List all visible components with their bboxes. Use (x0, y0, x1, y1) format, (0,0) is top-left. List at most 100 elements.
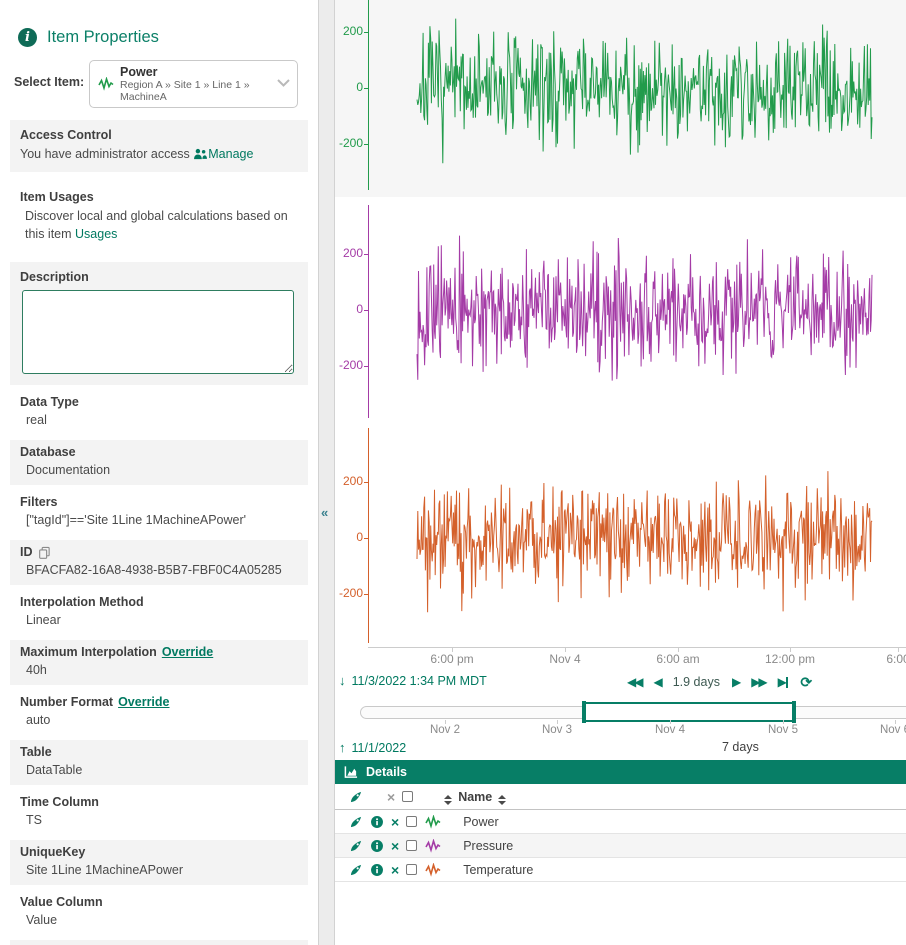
step-back-button[interactable]: ◀ (653, 675, 662, 689)
item-checkbox[interactable] (406, 840, 418, 851)
investigate-start[interactable]: ↑ 11/1/2022 (339, 740, 406, 755)
y-tick-mark (364, 144, 368, 145)
sort-icon[interactable] (444, 795, 453, 805)
remove-item-button[interactable]: × (391, 861, 400, 878)
details-table-header: × Name (335, 784, 906, 810)
override-link[interactable]: Override (118, 695, 170, 709)
trend-step-controls: ◀◀ ◀ 1.9 days ▶ ▶▶ ▶ ⟳ (627, 671, 812, 693)
property-uniquekey: UniqueKey Site 1Line 1MachineAPower (10, 840, 308, 885)
y-tick-mark (364, 254, 368, 255)
timeline-tick-mark (783, 720, 784, 724)
property-value-unit-of-measure: Value Unit Of Measure (10, 940, 308, 945)
trend-lane-temperature[interactable]: 200 0 -200 (335, 422, 906, 647)
item-info-button[interactable] (370, 839, 384, 853)
property-value: Linear (26, 613, 61, 627)
item-select-dropdown[interactable]: Power Region A » Site 1 » Line 1 » Machi… (89, 60, 298, 108)
pin-item-button[interactable] (349, 863, 363, 877)
remove-item-button[interactable]: × (391, 813, 400, 830)
details-table: × Name × Power × Pressure × Temperature (335, 784, 906, 882)
property-label: Value Column (20, 895, 103, 909)
display-range-duration[interactable]: 1.9 days (672, 675, 720, 689)
property-value: Value (26, 913, 58, 927)
timeline-selected-range[interactable] (582, 701, 796, 723)
pin-all-button[interactable] (349, 790, 363, 804)
item-info-button[interactable] (370, 815, 384, 829)
arrow-up-icon: ↑ (339, 740, 346, 755)
pin-item-button[interactable] (349, 839, 363, 853)
remove-all-button[interactable]: × (387, 788, 396, 805)
step-forward-fast-button[interactable]: ▶▶ (751, 675, 768, 689)
x-tick-label: 6:00 am (656, 652, 700, 666)
usages-link[interactable]: Usages (75, 227, 118, 241)
item-checkbox[interactable] (406, 816, 418, 827)
details-header-label: Details (366, 765, 407, 779)
details-row-pressure[interactable]: × Pressure (335, 834, 906, 858)
item-info-button[interactable] (370, 863, 384, 877)
copy-icon[interactable] (38, 546, 51, 559)
y-axis-line (368, 205, 369, 418)
property-label: Interpolation Method (20, 595, 144, 609)
property-data-type: Data Type real (10, 390, 308, 435)
details-row-power[interactable]: × Power (335, 810, 906, 834)
name-column-header: Name (458, 789, 493, 804)
x-tick-mark (678, 647, 679, 652)
property-value: Site 1Line 1MachineAPower (26, 863, 184, 877)
signal-icon (98, 77, 114, 91)
refresh-icon[interactable]: ⟳ (800, 674, 813, 690)
details-header-bar[interactable]: Details (335, 760, 906, 784)
x-tick-label: Nov 4 (549, 652, 581, 666)
remove-item-button[interactable]: × (391, 837, 400, 854)
collapse-panel-icon[interactable]: « (321, 505, 329, 520)
rocket-icon (350, 816, 362, 827)
trend-lane-power[interactable]: 200 0 -200 (335, 0, 906, 197)
display-range-start[interactable]: ↓ 11/3/2022 1:34 PM MDT (339, 673, 487, 688)
power-series-line (416, 18, 873, 164)
item-name: Pressure (463, 838, 514, 853)
property-label: Table (20, 745, 52, 759)
item-checkbox[interactable] (406, 864, 418, 875)
y-tick-label: 200 (342, 474, 363, 488)
x-tick-mark (565, 647, 566, 652)
manage-link[interactable]: Manage (208, 147, 254, 161)
x-tick-label: 12:00 pm (764, 652, 816, 666)
y-tick-mark (364, 482, 368, 483)
step-to-end-button[interactable]: ▶ (778, 671, 789, 693)
property-value: TS (26, 813, 42, 827)
property-value: DataTable (26, 763, 83, 777)
property-value: auto (26, 713, 51, 727)
description-title: Description (20, 270, 89, 284)
step-back-fast-button[interactable]: ◀◀ (627, 675, 644, 689)
step-forward-button[interactable]: ▶ (731, 675, 741, 689)
series-color-icon (425, 814, 441, 829)
timeline-tick-label: Nov 3 (541, 724, 573, 736)
details-row-temperature[interactable]: × Temperature (335, 858, 906, 882)
investigate-duration[interactable]: 7 days (722, 740, 759, 754)
y-tick-mark (364, 538, 368, 539)
sort-icon[interactable] (498, 795, 507, 805)
property-value: BFACFA82-16A8-4938-B5B7-FBF0C4A05285 (26, 563, 282, 577)
selected-item-path: Region A » Site 1 » Line 1 » MachineA (120, 79, 250, 103)
trend-lane-pressure[interactable]: 200 0 -200 (335, 197, 906, 422)
pin-item-button[interactable] (349, 815, 363, 829)
property-id: ID BFACFA82-16A8-4938-B5B7-FBF0C4A05285 (10, 540, 308, 585)
description-textarea[interactable] (22, 290, 294, 374)
timeline-tick-label: Nov 6 (879, 724, 906, 736)
display-start-label[interactable]: 11/3/2022 1:34 PM MDT (351, 673, 487, 688)
investigate-timeline: Nov 2 Nov 3 Nov 4 Nov 5 Nov 6 ↑ 11/1/202… (335, 700, 906, 758)
override-link[interactable]: Override (161, 645, 214, 659)
timeline-left-handle[interactable] (582, 701, 586, 723)
arrow-down-icon: ↓ (339, 673, 346, 688)
timeline-right-handle[interactable] (792, 701, 796, 723)
select-all-checkbox[interactable] (402, 791, 414, 802)
y-tick-label: -200 (338, 586, 363, 600)
y-tick-label: 0 (356, 302, 363, 316)
trend-view: 200 0 -200 200 0 -200 200 0 -200 6:00 pm… (335, 0, 906, 945)
property-database: Database Documentation (10, 440, 308, 485)
access-control-text: You have administrator access (20, 147, 190, 161)
y-axis-line (368, 428, 369, 643)
panel-collapse-divider[interactable]: « (318, 0, 335, 945)
investigate-start-label[interactable]: 11/1/2022 (351, 740, 407, 755)
property-label: Number Format (20, 695, 114, 709)
pressure-series-line (416, 235, 873, 381)
details-panel: Details × Name × Power × Pressure × (335, 760, 906, 945)
